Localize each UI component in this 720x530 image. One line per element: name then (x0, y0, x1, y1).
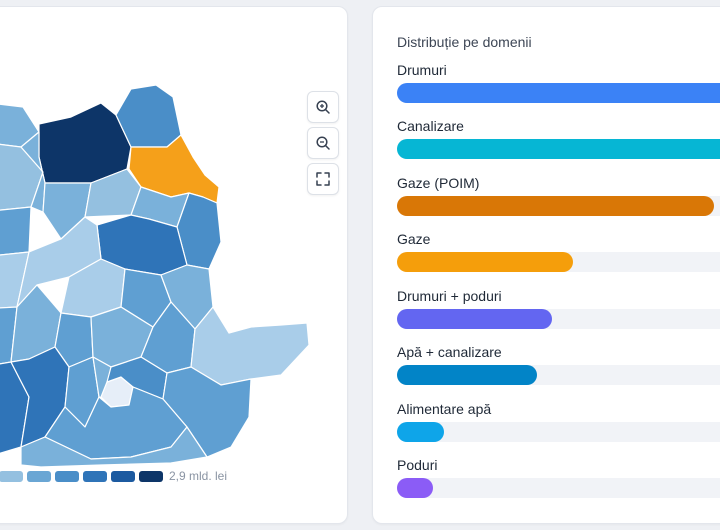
distribution-bar-fill (397, 478, 433, 498)
legend-swatch (27, 470, 51, 482)
distribution-row: Alimentare apă (397, 401, 720, 442)
distribution-label: Apă + canalizare (397, 344, 502, 360)
distribution-row: Poduri (397, 457, 720, 498)
zoom-out-button[interactable] (307, 127, 339, 159)
distribution-bar-fill (397, 83, 720, 103)
zoom-in-button[interactable] (307, 91, 339, 123)
distribution-bar-fill (397, 139, 720, 159)
distribution-row: Drumuri (397, 62, 720, 103)
romania-choropleth-map[interactable] (0, 7, 347, 523)
distribution-row: Drumuri + poduri (397, 288, 720, 329)
legend-swatch (83, 470, 107, 482)
distribution-row: Canalizare (397, 118, 720, 159)
distribution-bar-track[interactable] (397, 365, 720, 385)
distribution-bar-track[interactable] (397, 478, 720, 498)
map-legend: 2,9 mld. lei (0, 469, 227, 483)
distribution-row: Gaze (POIM) (397, 175, 720, 216)
county-region[interactable] (190, 306, 310, 386)
distribution-bar-fill (397, 196, 714, 216)
legend-swatch (139, 470, 163, 482)
county-region[interactable] (0, 206, 32, 257)
distribution-bar-fill (397, 365, 538, 385)
legend-swatch (55, 470, 79, 482)
distribution-label: Poduri (397, 457, 438, 473)
distribution-bar-track[interactable] (397, 252, 720, 272)
distribution-label: Gaze (397, 231, 431, 247)
distribution-bar-fill (397, 422, 444, 442)
legend-swatch (111, 470, 135, 482)
distribution-label: Gaze (POIM) (397, 175, 480, 191)
legend-max-label: 2,9 mld. lei (169, 469, 228, 483)
distribution-label: Canalizare (397, 118, 464, 134)
distribution-bar-track[interactable] (397, 422, 720, 442)
fullscreen-icon (316, 172, 330, 186)
distribution-bar-track[interactable] (397, 139, 720, 159)
zoom-out-icon (316, 136, 330, 150)
map-card: 2,9 mld. lei (0, 6, 348, 524)
distribution-bar-track[interactable] (397, 309, 720, 329)
distribution-row: Gaze (397, 231, 720, 272)
distribution-label: Drumuri (397, 62, 447, 78)
distribution-label: Drumuri + poduri (397, 288, 502, 304)
legend-swatch (0, 470, 23, 482)
zoom-in-icon (316, 100, 330, 114)
distribution-row: Apă + canalizare (397, 344, 720, 385)
fullscreen-button[interactable] (307, 163, 339, 195)
distribution-bar-track[interactable] (397, 196, 720, 216)
distribution-bar-fill (397, 252, 574, 272)
distribution-bar-fill (397, 309, 552, 329)
distribution-bar-track[interactable] (397, 83, 720, 103)
distribution-title: Distribuție pe domenii (397, 34, 532, 50)
distribution-card: Distribuție pe domenii Drumuri Canalizar… (372, 6, 720, 524)
county-region[interactable] (20, 426, 208, 468)
distribution-label: Alimentare apă (397, 401, 492, 417)
